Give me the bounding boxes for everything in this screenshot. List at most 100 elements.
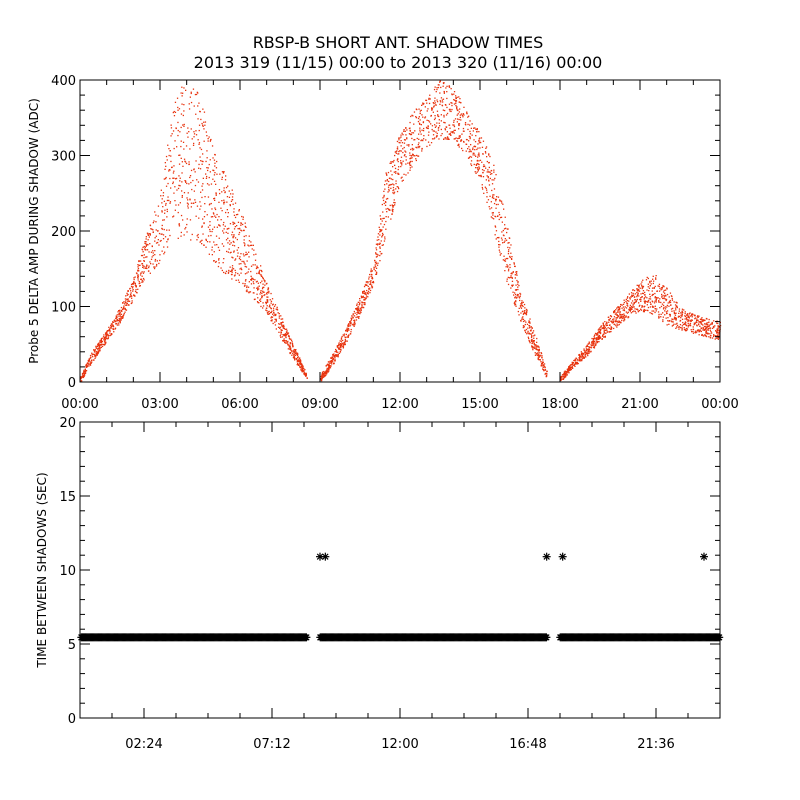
top-data-point <box>294 359 296 361</box>
top-data-point <box>499 199 501 201</box>
top-data-point <box>195 113 197 115</box>
top-data-point <box>233 251 235 253</box>
top-data-point <box>166 216 168 218</box>
top-data-point <box>337 345 340 347</box>
top-data-point <box>182 92 184 94</box>
top-data-point <box>392 209 394 211</box>
top-data-point <box>596 341 599 344</box>
top-data-point <box>469 137 471 140</box>
top-data-point <box>321 380 323 382</box>
top-data-point <box>626 304 628 306</box>
top-data-point <box>641 284 643 287</box>
top-data-point <box>202 183 204 185</box>
top-data-point <box>206 183 209 185</box>
top-data-point <box>88 360 90 362</box>
top-data-point <box>350 331 352 333</box>
top-data-point <box>591 344 594 346</box>
top-data-point <box>288 336 290 338</box>
top-data-point <box>643 297 646 299</box>
top-data-point <box>392 205 395 207</box>
top-data-point <box>260 291 262 293</box>
top-data-point <box>490 201 492 203</box>
top-data-point <box>604 329 606 331</box>
top-data-point <box>94 357 96 359</box>
top-data-point <box>358 312 360 314</box>
top-data-point <box>717 327 719 330</box>
top-data-point <box>175 127 177 130</box>
top-data-point <box>633 302 635 304</box>
top-data-point <box>106 331 108 333</box>
top-data-point <box>494 177 496 180</box>
top-data-point <box>491 197 494 199</box>
top-data-point <box>543 363 546 365</box>
top-data-point <box>541 363 543 365</box>
top-data-point <box>203 111 206 113</box>
top-data-point <box>243 229 245 232</box>
top-data-point <box>191 188 193 191</box>
top-data-point <box>380 229 382 231</box>
top-data-point <box>536 341 538 343</box>
top-data-point <box>595 343 597 346</box>
top-data-point <box>525 321 527 323</box>
top-data-point <box>355 308 357 310</box>
bottom-data-point <box>321 552 330 561</box>
top-data-point <box>652 282 654 285</box>
top-data-point <box>507 228 509 230</box>
top-data-point <box>218 259 220 261</box>
top-data-point <box>99 340 101 342</box>
top-data-point <box>200 148 203 151</box>
top-data-point <box>456 140 459 142</box>
top-data-point <box>595 341 597 343</box>
top-data-point <box>230 200 233 202</box>
top-data-point <box>645 279 648 281</box>
top-data-point <box>89 362 91 365</box>
top-data-point <box>262 277 264 279</box>
top-data-point <box>435 131 437 133</box>
top-data-point <box>623 301 625 304</box>
top-data-point <box>459 114 461 116</box>
top-data-point <box>177 129 179 132</box>
top-data-point <box>169 150 171 152</box>
top-data-point <box>641 306 643 308</box>
top-data-point <box>488 166 490 169</box>
top-data-point <box>373 266 375 268</box>
top-data-point <box>267 287 270 289</box>
top-data-point <box>639 304 641 306</box>
top-data-point <box>703 319 705 321</box>
top-data-point <box>514 296 517 298</box>
top-data-point <box>716 337 719 339</box>
top-data-point <box>514 289 517 291</box>
top-data-point <box>581 358 583 360</box>
top-data-point <box>713 326 715 329</box>
top-data-point <box>719 325 722 327</box>
top-data-point <box>182 165 184 167</box>
top-data-point <box>463 130 465 132</box>
top-data-point <box>450 88 452 90</box>
top-data-point <box>608 321 610 323</box>
top-data-point <box>570 366 572 369</box>
top-data-point <box>90 362 92 364</box>
top-data-point <box>325 373 328 375</box>
top-data-point <box>504 238 506 240</box>
top-data-point <box>519 293 522 295</box>
top-data-point <box>711 321 713 324</box>
top-data-point <box>692 326 694 328</box>
top-data-point <box>278 323 280 325</box>
top-data-point <box>431 107 433 109</box>
top-data-point <box>87 362 89 364</box>
top-data-point <box>434 86 436 88</box>
top-data-point <box>377 254 379 256</box>
top-data-point <box>149 243 151 245</box>
top-data-point <box>294 349 297 351</box>
top-data-point <box>127 300 130 302</box>
top-data-point <box>467 116 469 118</box>
top-data-point <box>491 217 494 219</box>
top-data-point <box>185 162 188 165</box>
top-data-point <box>653 287 655 289</box>
top-data-point <box>246 272 248 274</box>
top-data-point <box>334 357 336 359</box>
top-data-point <box>609 324 611 326</box>
top-data-point <box>81 374 84 376</box>
top-data-point <box>648 290 650 292</box>
top-data-point <box>602 324 605 326</box>
